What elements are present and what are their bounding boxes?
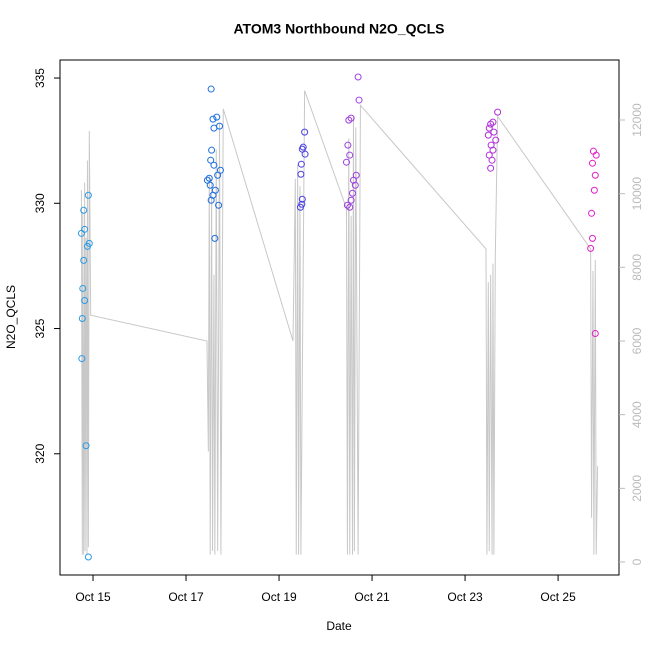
point — [215, 201, 223, 209]
point — [487, 120, 495, 128]
point — [298, 195, 306, 203]
point — [207, 156, 215, 164]
point — [78, 355, 86, 363]
point — [207, 196, 215, 204]
y2-tick-label: 8000 — [630, 254, 644, 281]
x-tick-label: Oct 23 — [447, 590, 483, 604]
point — [78, 315, 86, 323]
point — [79, 284, 87, 292]
y2-tick-label: 6000 — [630, 327, 644, 354]
point — [80, 256, 88, 264]
point — [351, 181, 359, 189]
point — [205, 174, 213, 182]
y-tick-label: 330 — [33, 193, 47, 213]
point — [85, 239, 93, 247]
point — [81, 296, 89, 304]
point — [355, 96, 363, 104]
point — [206, 181, 214, 189]
y2-tick-label: 0 — [630, 558, 644, 565]
y-tick-label: 335 — [33, 68, 47, 88]
y2-tick-label: 12000 — [630, 103, 644, 137]
point — [494, 108, 502, 116]
x-tick-label: Oct 21 — [354, 590, 390, 604]
point — [297, 170, 305, 178]
y2-tick-label: 10000 — [630, 177, 644, 211]
point — [591, 330, 599, 338]
point — [209, 115, 217, 123]
point — [80, 206, 88, 214]
point — [587, 244, 595, 252]
point — [84, 191, 92, 199]
point — [591, 171, 599, 179]
point — [344, 141, 352, 149]
y-axis-label: N2O_QCLS — [4, 285, 18, 349]
x-tick-label: Oct 19 — [261, 590, 297, 604]
point — [488, 156, 496, 164]
point — [214, 171, 222, 179]
x-tick-label: Oct 25 — [540, 590, 576, 604]
point — [346, 203, 354, 211]
point — [208, 146, 216, 154]
point — [487, 164, 495, 172]
point — [588, 234, 596, 242]
point — [588, 159, 596, 167]
point — [211, 234, 219, 242]
point — [354, 73, 362, 81]
point — [490, 128, 498, 136]
y2-tick-label: 2000 — [630, 475, 644, 502]
point — [81, 225, 89, 233]
x-tick-label: Oct 17 — [168, 590, 204, 604]
point — [346, 151, 354, 159]
y-tick-label: 325 — [33, 318, 47, 338]
point — [207, 85, 215, 93]
x-tick-label: Oct 15 — [75, 590, 111, 604]
altitude-line — [80, 90, 599, 555]
point — [296, 203, 304, 211]
point — [297, 160, 305, 168]
y2-tick-label: 4000 — [630, 401, 644, 428]
point — [489, 118, 497, 126]
x-axis-label: Date — [326, 619, 352, 633]
point — [301, 150, 309, 158]
point — [210, 161, 218, 169]
plot-frame — [59, 59, 620, 576]
point — [347, 114, 355, 122]
point — [84, 553, 92, 561]
point — [588, 209, 596, 217]
y-tick-label: 320 — [33, 443, 47, 463]
point — [492, 136, 500, 144]
point — [349, 189, 357, 197]
point — [343, 201, 351, 209]
point — [485, 124, 493, 132]
point — [301, 128, 309, 136]
point — [213, 113, 221, 121]
point — [342, 158, 350, 166]
point — [489, 146, 497, 154]
point — [592, 151, 600, 159]
point — [345, 116, 353, 124]
point — [484, 131, 492, 139]
chart-title: ATOM3 Northbound N2O_QCLS — [233, 21, 444, 37]
point — [590, 186, 598, 194]
point — [347, 196, 355, 204]
point — [210, 124, 218, 132]
point — [82, 442, 90, 450]
